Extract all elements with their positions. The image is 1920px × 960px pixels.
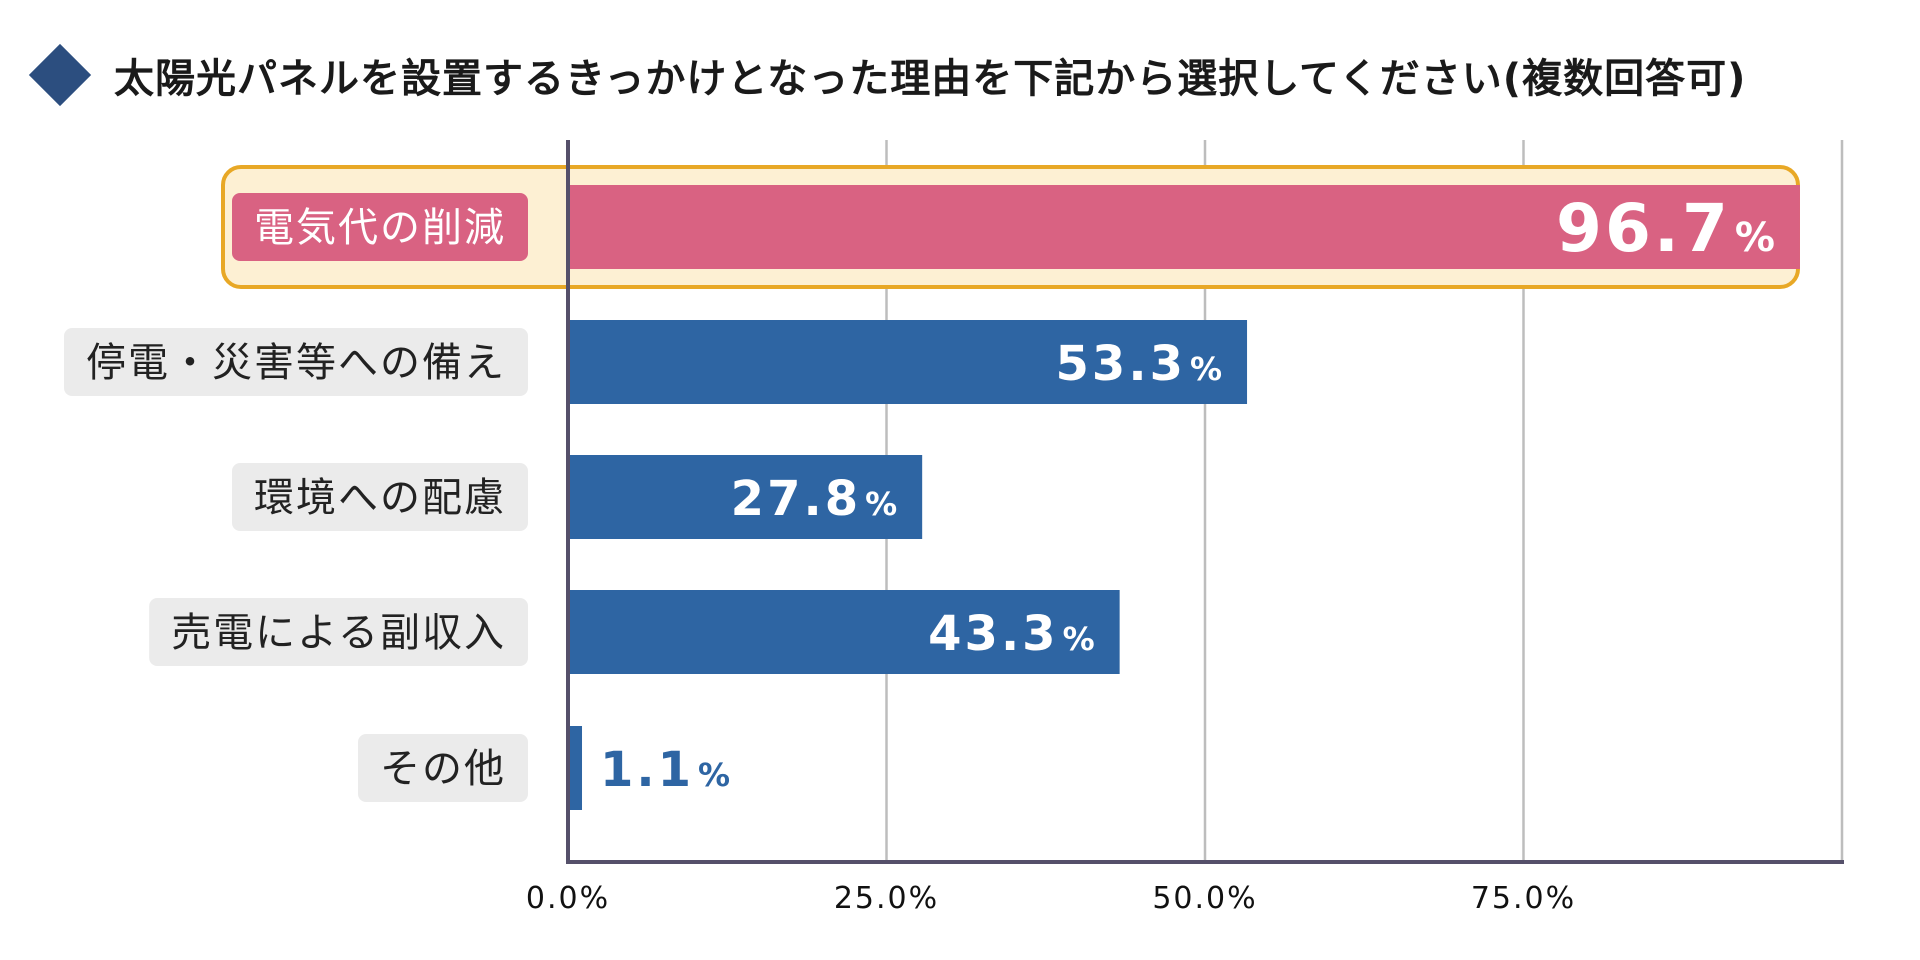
value-label: 1.1% [600,742,733,798]
bar [570,320,1248,404]
category-label: 電気代の削減 [254,205,506,251]
category-label: その他 [380,746,506,792]
x-tick-label: 50.0% [1152,881,1257,916]
category-label-box [64,328,528,396]
category-label-box [358,734,528,802]
chart-title-row: 太陽光パネルを設置するきっかけとなった理由を下記から選択してください(複数回答可… [28,40,1746,110]
bar [570,726,583,810]
category-label: 環境への配慮 [254,475,506,521]
bar [570,185,1800,269]
chart-title: 太陽光パネルを設置するきっかけとなった理由を下記から選択してください(複数回答可… [114,56,1747,102]
category-label-box [232,463,528,531]
bar [570,590,1120,674]
value-label: 43.3% [928,606,1098,662]
value-label: 27.8% [731,471,901,527]
x-tick-label: 75.0% [1471,881,1576,916]
category-label: 売電による副収入 [171,610,506,656]
category-label-box [232,193,528,261]
x-tick-label: 25.0% [834,881,939,916]
value-label: 96.7% [1556,190,1778,267]
value-label: 53.3% [1056,336,1226,392]
bar [570,455,923,539]
category-label: 停電・災害等への備え [86,340,506,386]
category-label-box [149,598,528,666]
x-tick-label: 0.0% [526,881,610,916]
